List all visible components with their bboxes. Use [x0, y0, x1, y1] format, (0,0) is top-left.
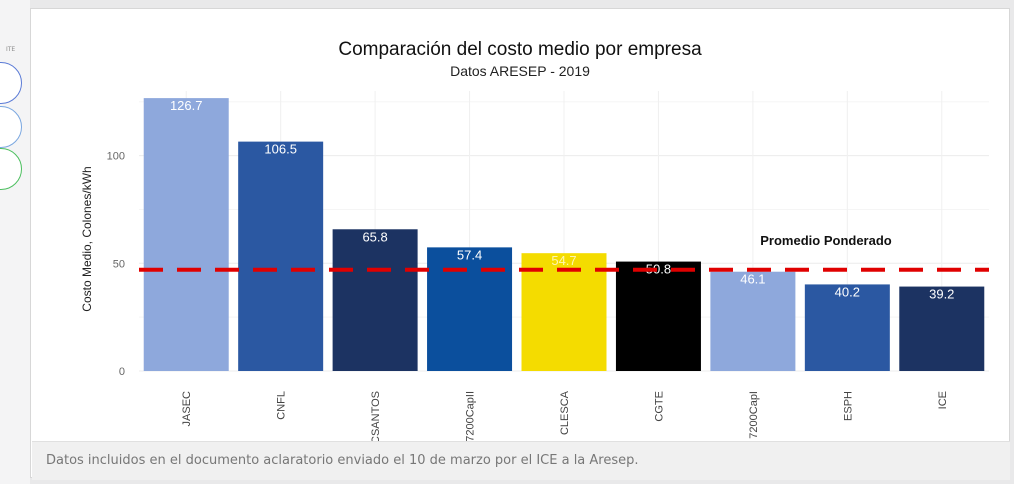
bar-chart: 0 50 100 Costo Medio, Colones/kWh 126.7 JASEC… — [80, 91, 989, 441]
rail-toggle-2[interactable] — [0, 106, 22, 148]
bar-cgte — [615, 261, 701, 371]
reference-line-label: Promedio Ponderado — [760, 233, 892, 248]
chart-title: Comparación del costo medio por empresa — [338, 39, 702, 60]
x-tick-label: 7200CapI — [748, 391, 760, 439]
x-tick-label: ICE — [937, 391, 949, 409]
left-sidebar-rail: ITE — [0, 0, 30, 484]
bar-clesca — [521, 253, 607, 371]
bar-cnfl — [238, 141, 324, 371]
bar-value-label: 39.2 — [929, 287, 954, 302]
bar-value-label: 106.5 — [264, 142, 297, 157]
rail-toggle-1[interactable] — [0, 62, 22, 104]
bar-value-label: 50.8 — [646, 262, 671, 277]
bar-7200capii — [427, 247, 513, 371]
bar-value-label: 57.4 — [457, 247, 482, 262]
y-tick-label: 50 — [113, 258, 125, 270]
bar-csantos — [332, 229, 418, 371]
x-tick-label: JASEC — [181, 391, 193, 427]
bar-value-label: 40.2 — [835, 284, 860, 299]
x-tick-label: CLESCA — [559, 390, 571, 435]
y-axis-label: Costo Medio, Colones/kWh — [80, 166, 94, 311]
bar-esph — [804, 284, 890, 371]
rail-toggle-3[interactable] — [0, 148, 22, 190]
footer-note: Datos incluidos en el documento aclarato… — [46, 453, 639, 468]
footer-band: Datos incluidos en el documento aclarato… — [32, 441, 1010, 480]
bar-value-label: 65.8 — [362, 229, 387, 244]
x-tick-label: CSANTOS — [370, 391, 382, 441]
bar-value-label: 126.7 — [170, 98, 203, 113]
bar-ice — [899, 286, 985, 371]
x-tick-label: ESPH — [842, 391, 854, 421]
chart-subtitle: Datos ARESEP - 2019 — [450, 63, 590, 79]
bar-value-label: 54.7 — [551, 253, 576, 268]
chart-card: Comparación del costo medio por empresa … — [30, 8, 1010, 480]
rail-label: ITE — [6, 46, 16, 53]
x-tick-label: CNFL — [276, 391, 288, 420]
y-tick-label: 0 — [119, 366, 125, 378]
bar-7200capi — [710, 271, 796, 371]
x-tick-label: 7200CapII — [465, 391, 477, 441]
chart-area: Comparación del costo medio por empresa … — [31, 9, 1009, 441]
bar-jasec — [143, 98, 229, 371]
bar-value-label: 46.1 — [740, 272, 765, 287]
y-tick-label: 100 — [107, 151, 125, 163]
x-tick-label: CGTE — [653, 391, 665, 422]
